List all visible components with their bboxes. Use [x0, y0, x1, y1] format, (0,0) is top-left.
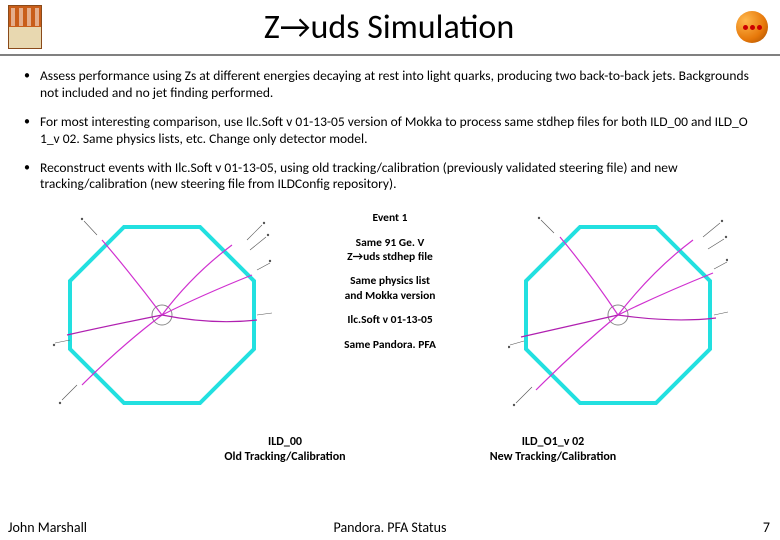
bullet-text: Assess performance using Zs at different…: [40, 68, 758, 102]
page-number: 7: [763, 519, 770, 536]
comparison-labels: Event 1 Same 91 Ge. V Z→uds stdhep file …: [290, 211, 490, 362]
energy-label: Same 91 Ge. V Z→uds stdhep file: [290, 236, 490, 265]
footer-title: Pandora. PFA Status: [0, 519, 780, 536]
bullet-marker-icon: •: [24, 68, 30, 85]
cambridge-crest-icon: [8, 5, 42, 49]
bullet-marker-icon: •: [24, 160, 30, 177]
bullet-item: • Reconstruct events with Ilc.Soft v 01-…: [22, 160, 758, 194]
detector-octagon-icon: [52, 215, 272, 415]
event-display-right: [508, 215, 728, 415]
bullet-item: • For most interesting comparison, use I…: [22, 114, 758, 148]
event-label: Event 1: [290, 211, 490, 225]
slide-header: Z→uds Simulation: [0, 0, 780, 56]
bullet-item: • Assess performance using Zs at differe…: [22, 68, 758, 102]
slide-body: • Assess performance using Zs at differe…: [0, 56, 780, 471]
ilcsoft-label: Ilc.Soft v 01-13-05: [290, 313, 490, 327]
author-name: John Marshall: [8, 519, 87, 536]
bullet-text: Reconstruct events with Ilc.Soft v 01-13…: [40, 160, 758, 194]
bullet-marker-icon: •: [24, 114, 30, 131]
clic-logo-icon: [736, 11, 768, 43]
pandora-label: Same Pandora. PFA: [290, 338, 490, 352]
slide-footer: John Marshall Pandora. PFA Status 7: [0, 514, 780, 540]
caption-right: ILD_O1_v 02 New Tracking/Calibration: [448, 435, 658, 464]
caption-left: ILD_00 Old Tracking/Calibration: [180, 435, 390, 464]
detector-octagon-icon: [508, 215, 728, 415]
caption-row: ILD_00 Old Tracking/Calibration ILD_O1_v…: [22, 435, 758, 471]
bullet-text: For most interesting comparison, use Ilc…: [40, 114, 758, 148]
slide-title: Z→uds Simulation: [42, 7, 736, 48]
physics-label: Same physics list and Mokka version: [290, 274, 490, 303]
event-display-left: [52, 215, 272, 415]
event-display-row: Event 1 Same 91 Ge. V Z→uds stdhep file …: [22, 205, 758, 435]
